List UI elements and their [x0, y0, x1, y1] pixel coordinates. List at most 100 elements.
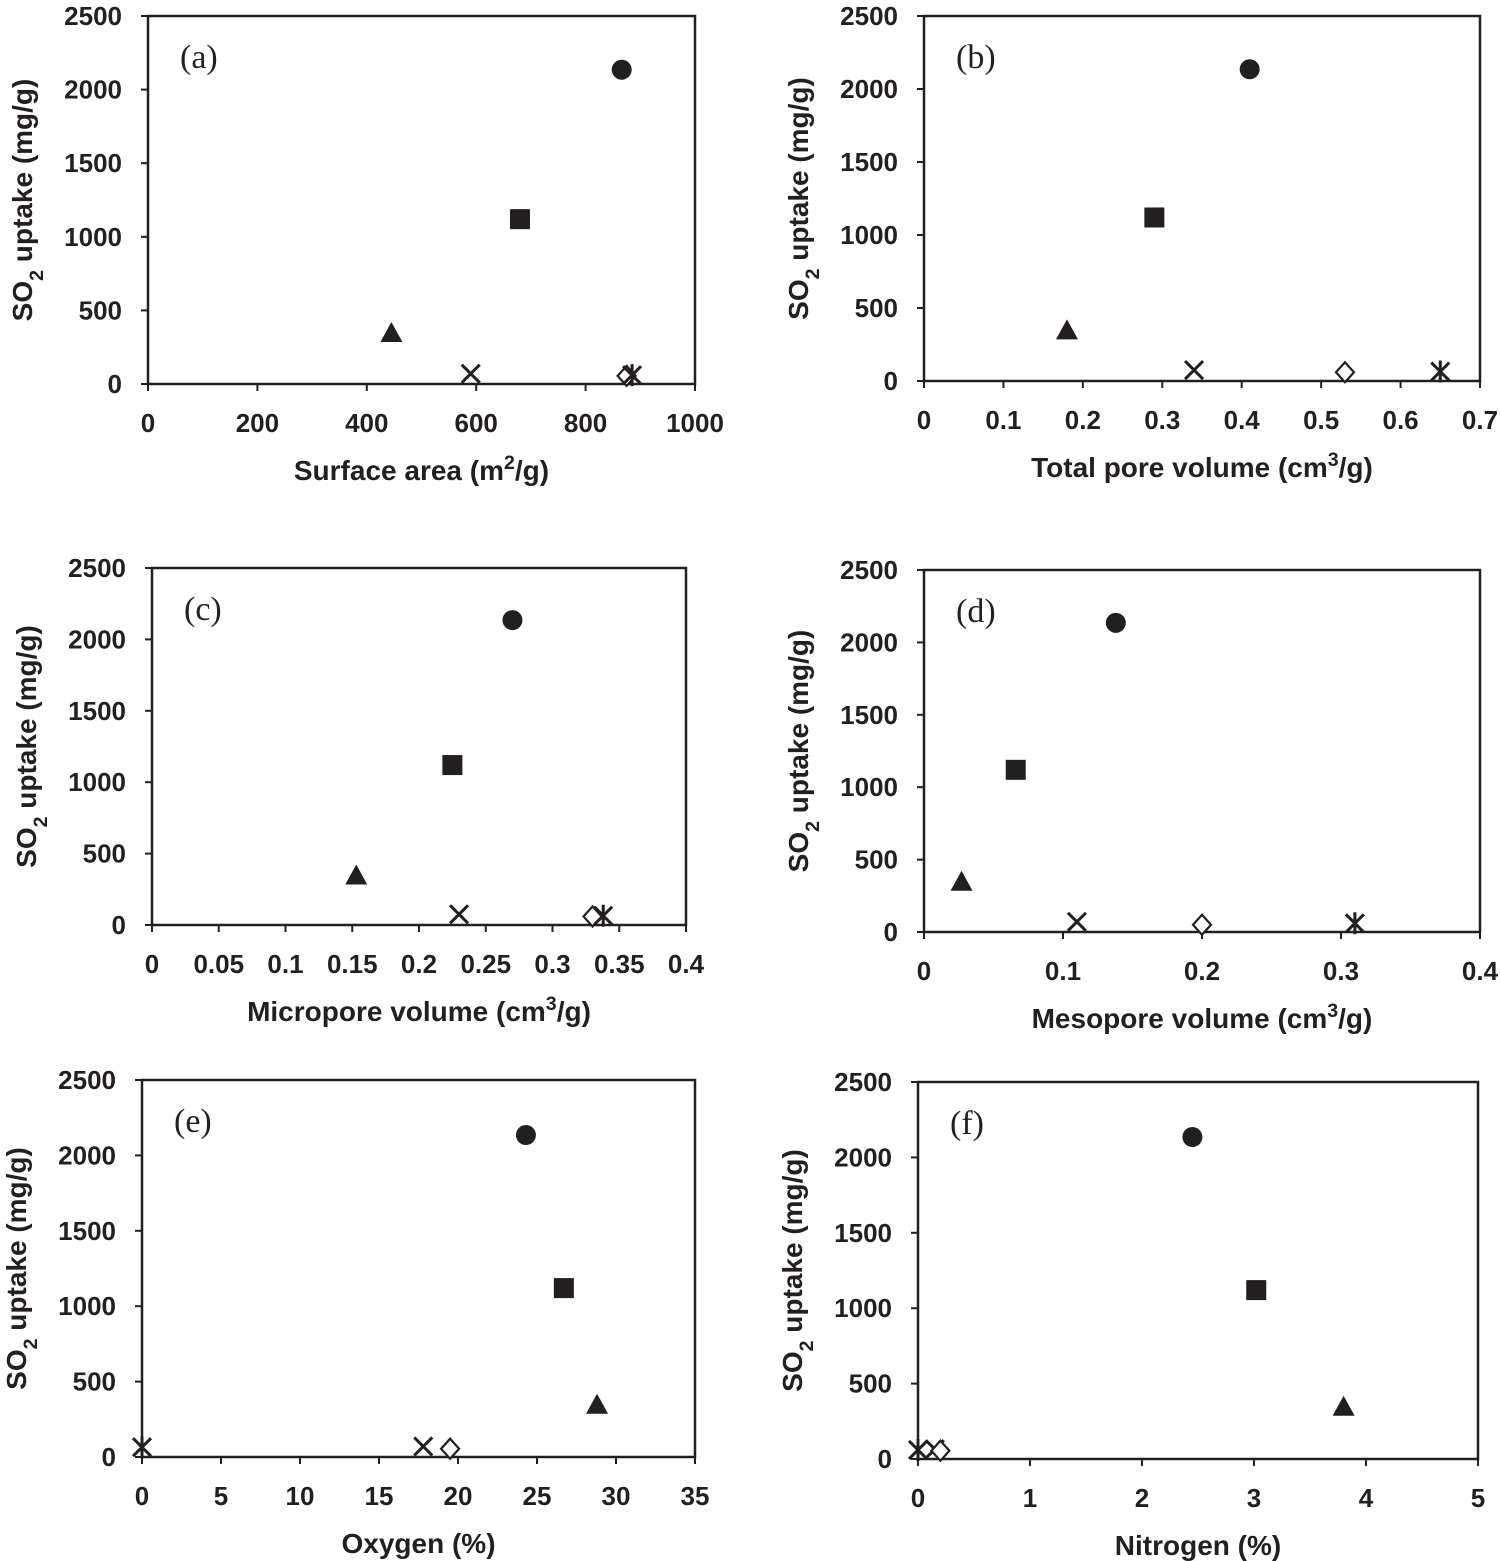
x-tick-label-b: 0.3 [1144, 405, 1180, 435]
y-tick-label-b: 1500 [840, 147, 898, 177]
x-tick-label-d: 0.4 [1462, 956, 1499, 986]
x-axis-title-c: Micropore volume (cm3/g) [247, 993, 591, 1027]
data-point-triangle-e [586, 1393, 609, 1414]
x-tick-label-b: 0.2 [1065, 405, 1101, 435]
data-point-x-a [460, 363, 481, 384]
y-tick-label-f: 2500 [834, 1067, 892, 1097]
data-point-diamond-e [439, 1437, 461, 1461]
x-tick-label-c: 0.3 [534, 949, 570, 979]
plot-frame-a [146, 14, 697, 386]
panel-label-e: (e) [174, 1103, 212, 1140]
y-tick-label-b: 2000 [840, 74, 898, 104]
y-tick-label-e: 1000 [58, 1291, 116, 1321]
x-axis-title-f: Nitrogen (%) [1115, 1530, 1281, 1561]
y-tick-label-f: 2000 [834, 1142, 892, 1172]
data-point-x-c [448, 904, 470, 925]
data-point-square-f [1246, 1280, 1267, 1301]
x-tick-label-f: 3 [1247, 1483, 1261, 1513]
data-point-star-c [593, 904, 614, 927]
x-tick-label-f: 5 [1471, 1483, 1485, 1513]
plot-frame-b [922, 14, 1482, 383]
y-tick-label-c: 1500 [68, 696, 126, 726]
x-tick-label-a: 200 [236, 408, 279, 438]
x-tick-label-e: 10 [286, 1481, 315, 1511]
x-tick-label-c: 0.05 [193, 949, 244, 979]
panel-c: 0 0.05 0.1 0.15 0.2 0.25 0.3 0.35 0.4 0 500 1000 150… [11, 553, 705, 1027]
data-point-triangle-c [345, 864, 368, 885]
y-tick-label-b: 0 [884, 366, 898, 396]
x-axis-title-d: Mesopore volume (cm3/g) [1032, 1000, 1373, 1034]
y-tick-label-d: 500 [855, 845, 898, 875]
panel-label-f: (f) [950, 1105, 984, 1142]
data-point-triangle-d [950, 870, 973, 891]
data-point-diamond-b [1334, 360, 1356, 384]
y-tick-label-c: 2000 [68, 624, 126, 654]
x-tick-label-c: 0.2 [401, 949, 437, 979]
x-tick-label-b: 0 [917, 405, 931, 435]
y-tick-label-a: 2500 [64, 1, 122, 31]
x-tick-label-b: 0.4 [1224, 405, 1261, 435]
data-point-circle-b [1239, 59, 1260, 80]
x-tick-label-e: 30 [602, 1481, 631, 1511]
x-tick-label-b: 0.6 [1382, 405, 1418, 435]
x-tick-label-e: 5 [214, 1481, 228, 1511]
x-tick-label-b: 0.7 [1462, 405, 1498, 435]
x-tick-label-d: 0.3 [1323, 956, 1359, 986]
y-tick-label-a: 1000 [64, 222, 122, 252]
data-point-square-a [509, 209, 530, 230]
y-tick-label-d: 2500 [840, 555, 898, 585]
y-tick-label-e: 500 [73, 1367, 116, 1397]
y-tick-label-f: 500 [849, 1369, 892, 1399]
y-tick-label-d: 1500 [840, 700, 898, 730]
x-tick-label-a: 800 [564, 408, 607, 438]
x-tick-label-f: 0 [911, 1483, 925, 1513]
panel-e: 0 5 10 15 20 25 30 35 0 500 1000 1500 2000 2500 Oxygen… [1, 1065, 709, 1559]
panel-label-a: (a) [180, 39, 218, 76]
panel-label-c: (c) [184, 591, 222, 628]
y-axis-title-b: SO2 uptake (mg/g) [783, 77, 824, 320]
x-tick-label-c: 0 [145, 949, 159, 979]
x-tick-label-a: 400 [345, 408, 388, 438]
data-point-x-b [1183, 359, 1205, 381]
x-tick-label-c: 0.35 [594, 949, 645, 979]
x-tick-label-f: 1 [1023, 1483, 1037, 1513]
x-axis-title-a: Surface area (m2/g) [294, 452, 549, 486]
y-axis-title-d: SO2 uptake (mg/g) [783, 630, 824, 873]
data-point-square-c [442, 755, 463, 776]
x-tick-label-d: 0 [917, 956, 931, 986]
x-axis-title-e: Oxygen (%) [341, 1528, 495, 1559]
data-point-circle-f [1182, 1127, 1203, 1148]
x-tick-label-e: 0 [135, 1481, 149, 1511]
data-point-circle-d [1105, 612, 1126, 633]
y-axis-title-f: SO2 uptake (mg/g) [777, 1149, 818, 1392]
x-tick-label-a: 1000 [666, 408, 724, 438]
data-point-circle-a [611, 59, 632, 80]
data-point-triangle-f [1332, 1395, 1355, 1416]
x-tick-label-c: 0.25 [460, 949, 511, 979]
data-point-circle-e [515, 1125, 536, 1146]
data-point-triangle-b [1055, 319, 1078, 340]
data-point-x-e [413, 1436, 434, 1457]
data-point-star-b [1430, 360, 1451, 383]
x-tick-label-b: 0.1 [985, 405, 1021, 435]
y-tick-label-f: 1000 [834, 1293, 892, 1323]
y-tick-label-b: 1000 [840, 220, 898, 250]
panel-d: 0 0.1 0.2 0.3 0.4 0 500 1000 1500 2000 2500 Mesopor… [783, 555, 1499, 1034]
y-tick-label-a: 1500 [64, 148, 122, 178]
data-point-x-d [1066, 911, 1087, 932]
x-tick-label-e: 20 [444, 1481, 473, 1511]
y-tick-label-c: 1000 [68, 767, 126, 797]
y-tick-label-e: 1500 [58, 1216, 116, 1246]
y-tick-label-c: 2500 [68, 553, 126, 583]
data-point-star-f [907, 1438, 929, 1461]
y-tick-label-d: 1000 [840, 772, 898, 802]
x-tick-label-a: 600 [455, 408, 498, 438]
y-tick-label-b: 500 [855, 293, 898, 323]
x-axis-title-b: Total pore volume (cm3/g) [1031, 449, 1373, 483]
data-point-square-d [1005, 759, 1026, 780]
x-tick-label-c: 0.1 [267, 949, 303, 979]
x-tick-label-e: 35 [681, 1481, 710, 1511]
y-tick-label-f: 0 [878, 1444, 892, 1474]
x-tick-label-b: 0.5 [1303, 405, 1339, 435]
x-tick-label-c: 0.4 [668, 949, 705, 979]
